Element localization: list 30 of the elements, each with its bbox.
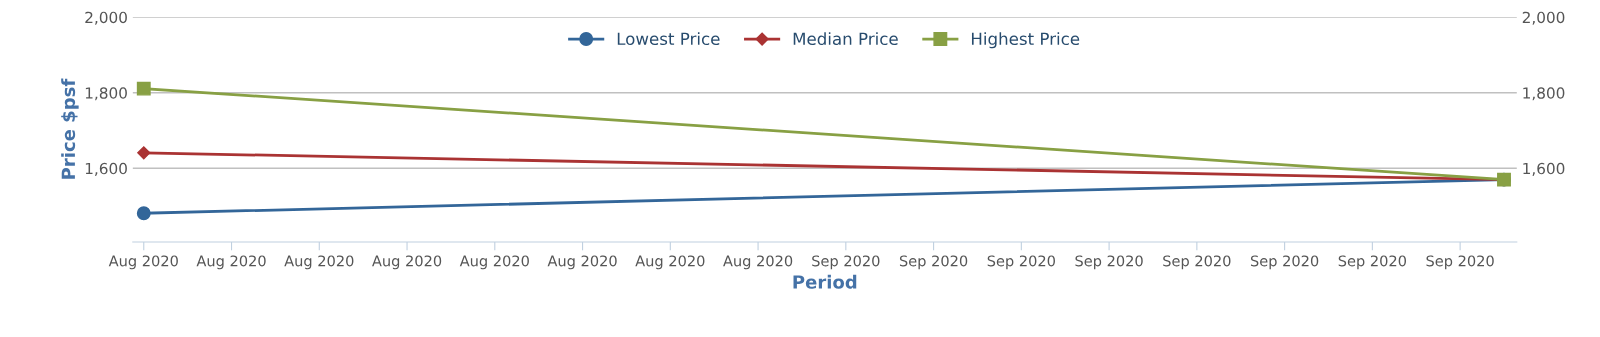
x-tick-label: Sep 2020 bbox=[987, 255, 1055, 270]
x-tick-label: Aug 2020 bbox=[196, 255, 266, 270]
x-tick-label: Aug 2020 bbox=[284, 255, 354, 270]
legend-label: Median Price bbox=[793, 32, 898, 46]
x-tick-label: Sep 2020 bbox=[1163, 255, 1231, 270]
x-tick-label: Sep 2020 bbox=[1250, 255, 1319, 270]
point bbox=[137, 146, 151, 160]
x-tick-label: Aug 2020 bbox=[108, 255, 178, 270]
x-tick-label: Aug 2020 bbox=[459, 255, 529, 270]
x-tick-label: Aug 2020 bbox=[372, 255, 442, 270]
point bbox=[136, 206, 151, 221]
y2-tick-label: 2,000 bbox=[1522, 11, 1565, 25]
x-tick-label: Sep 2020 bbox=[812, 255, 880, 270]
x-tick-label: Aug 2020 bbox=[547, 255, 617, 270]
x-tick-label: Sep 2020 bbox=[1426, 255, 1494, 270]
legend-label: Lowest Price bbox=[617, 32, 720, 46]
legend-label: Highest Price bbox=[971, 32, 1080, 49]
x-tick-label: Sep 2020 bbox=[899, 255, 968, 270]
y2-tick-label: 1,800 bbox=[1523, 87, 1565, 101]
x-tick-label: Aug 2020 bbox=[635, 255, 705, 270]
point bbox=[136, 81, 151, 96]
y-tick-label: 2,000 bbox=[85, 11, 127, 25]
y-axis-title: Price $psf bbox=[61, 78, 79, 179]
y2-tick-label: 1,600 bbox=[1523, 162, 1565, 176]
x-tick-label: Sep 2020 bbox=[1338, 255, 1407, 270]
x-tick-label: Aug 2020 bbox=[723, 255, 793, 270]
x-axis-title: Period bbox=[793, 274, 857, 289]
x-tick-label: Sep 2020 bbox=[1075, 255, 1143, 270]
y-tick-label: 1,800 bbox=[85, 87, 127, 101]
y-tick-label: 1,600 bbox=[85, 162, 127, 176]
